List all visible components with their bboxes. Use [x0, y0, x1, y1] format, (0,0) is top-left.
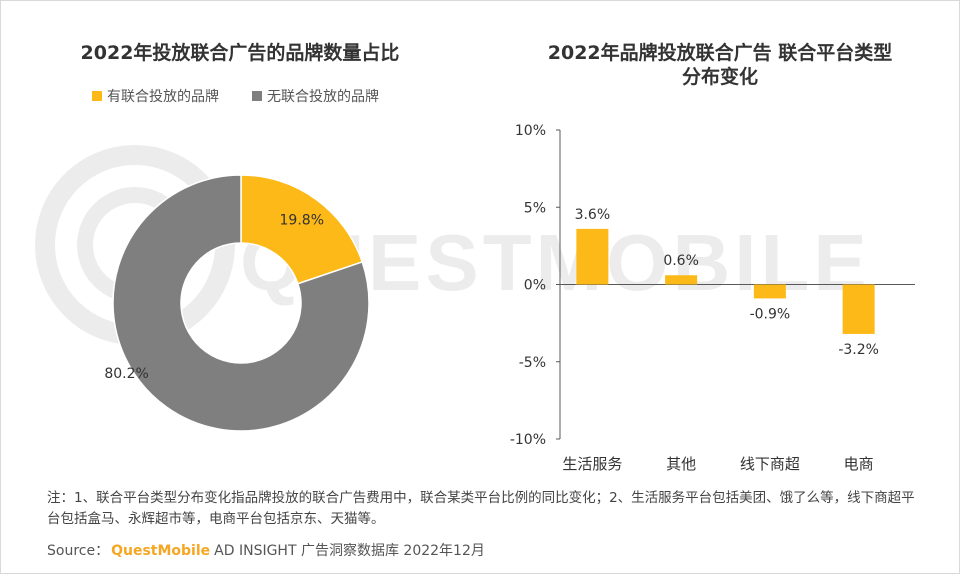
- bar-chart-title: 2022年品牌投放联合广告 联合平台类型 分布变化: [505, 41, 935, 89]
- y-tick-label: 0%: [524, 278, 546, 294]
- bar: [842, 284, 875, 334]
- legend-label: 有联合投放的品牌: [107, 89, 219, 105]
- source-label: Source：: [47, 543, 110, 559]
- y-tick-label: -5%: [519, 355, 546, 371]
- x-category-label: 其他: [666, 455, 696, 473]
- bar-chart-title-line-2: 分布变化: [681, 66, 758, 88]
- bar-value-label: -0.9%: [750, 306, 791, 322]
- legend-item-without-joint: 无联合投放的品牌: [252, 86, 379, 106]
- bar: [753, 284, 786, 299]
- legend-label: 无联合投放的品牌: [267, 89, 379, 105]
- bar-value-label: 3.6%: [575, 207, 611, 223]
- y-tick-label: 10%: [515, 123, 546, 139]
- legend-swatch-yellow: [92, 91, 102, 101]
- y-tick-label: 5%: [524, 200, 546, 216]
- legend-swatch-gray: [252, 91, 262, 101]
- bar-value-label: 0.6%: [663, 253, 699, 269]
- legend-item-with-joint: 有联合投放的品牌: [92, 86, 219, 106]
- source-line: Source： QuestMobile AD INSIGHT 广告洞察数据库 2…: [47, 540, 485, 560]
- bar-value-label: -3.2%: [838, 342, 879, 358]
- donut-slice: [240, 174, 364, 285]
- source-text: AD INSIGHT 广告洞察数据库 2022年12月: [214, 543, 485, 559]
- x-category-label: 电商: [844, 455, 874, 473]
- source-brand: QuestMobile: [111, 543, 211, 559]
- y-tick-label: -10%: [510, 432, 546, 448]
- donut-slice: [112, 174, 370, 432]
- x-category-label: 生活服务: [562, 455, 622, 473]
- bar: [576, 228, 609, 285]
- bar-chart-title-line-1: 2022年品牌投放联合广告 联合平台类型: [547, 42, 893, 64]
- x-category-label: 线下商超: [740, 455, 800, 473]
- donut-chart: 19.8% 80.2%: [104, 174, 370, 432]
- slice-label: 80.2%: [104, 366, 148, 382]
- donut-chart-title: 2022年投放联合广告的品牌数量占比: [80, 42, 400, 64]
- bar: [665, 275, 698, 285]
- slice-label: 19.8%: [280, 213, 324, 229]
- bar-chart: 10% 5% 0% -5% -10% 3.6% 生活服务 0.6% 其他 -0.9% 线下商超 -3.…: [510, 123, 915, 473]
- footnote: 注：1、联合平台类型分布变化指品牌投放的联合广告费用中，联合某类平台比例的同比变…: [47, 490, 915, 527]
